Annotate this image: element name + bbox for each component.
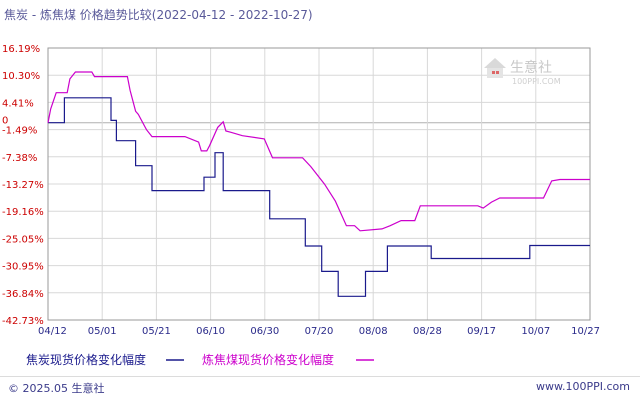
x-tick-label: 06/10 (196, 326, 225, 337)
y-tick-label: 10.30% (2, 71, 40, 82)
legend-label-1: 焦炭现货价格变化幅度 (26, 352, 146, 367)
x-tick-label: 04/12 (38, 326, 67, 337)
plot-frame (47, 47, 591, 321)
x-tick-label: 06/30 (250, 326, 279, 337)
x-tick-label: 09/17 (467, 326, 496, 337)
y-tick-label: -30.95% (2, 262, 44, 273)
chart-title: 焦炭 - 炼焦煤 价格趋势比较(2022-04-12 - 2022-10-27) (4, 8, 313, 22)
y-tick-label: -13.27% (2, 180, 44, 191)
x-axis-labels: 04/12 05/01 05/21 06/10 06/30 07/20 08/08 08/28… (38, 326, 600, 337)
y-tick-label: -25.05% (2, 234, 44, 245)
y-tick-label: -19.16% (2, 207, 44, 218)
legend: 焦炭现货价格变化幅度 炼焦煤现货价格变化幅度 (26, 352, 374, 367)
x-tick-label: 07/20 (305, 326, 334, 337)
zero-label: 0 (2, 116, 8, 127)
x-tick-label: 05/21 (142, 326, 171, 337)
x-tick-label: 08/08 (359, 326, 388, 337)
y-tick-label: -7.38% (2, 153, 37, 164)
y-tick-label: -1.49% (2, 126, 37, 137)
series-line-2 (47, 71, 590, 232)
y-tick-label: -42.73% (2, 316, 44, 327)
y-axis-labels: 16.19% 10.30% 4.41% -1.49% -7.38% -13.27% -19.… (2, 44, 44, 327)
legend-label-2: 炼焦煤现货价格变化幅度 (202, 352, 334, 367)
watermark-logo-text: 生意社 (510, 59, 552, 76)
watermark-logo: 生意社 100PPI.COM (484, 58, 561, 86)
y-tick-label: -36.84% (2, 289, 44, 300)
x-tick-label: 08/28 (413, 326, 442, 337)
footer-copyright: © 2025.05 生意社 (8, 382, 105, 395)
y-tick-label: 4.41% (2, 98, 34, 109)
series-lines (47, 71, 590, 297)
x-tick-label: 10/07 (521, 326, 550, 337)
footer-divider (0, 376, 640, 377)
x-tick-label: 05/01 (88, 326, 117, 337)
x-tick-label: 10/27 (571, 326, 600, 337)
house-icon (484, 58, 506, 78)
footer-website: www.100PPI.com (536, 380, 630, 393)
series-line-1 (48, 97, 590, 297)
plot-border (47, 47, 591, 321)
y-tick-label: 16.19% (2, 44, 40, 55)
watermark-logo-url: 100PPI.COM (512, 77, 561, 86)
